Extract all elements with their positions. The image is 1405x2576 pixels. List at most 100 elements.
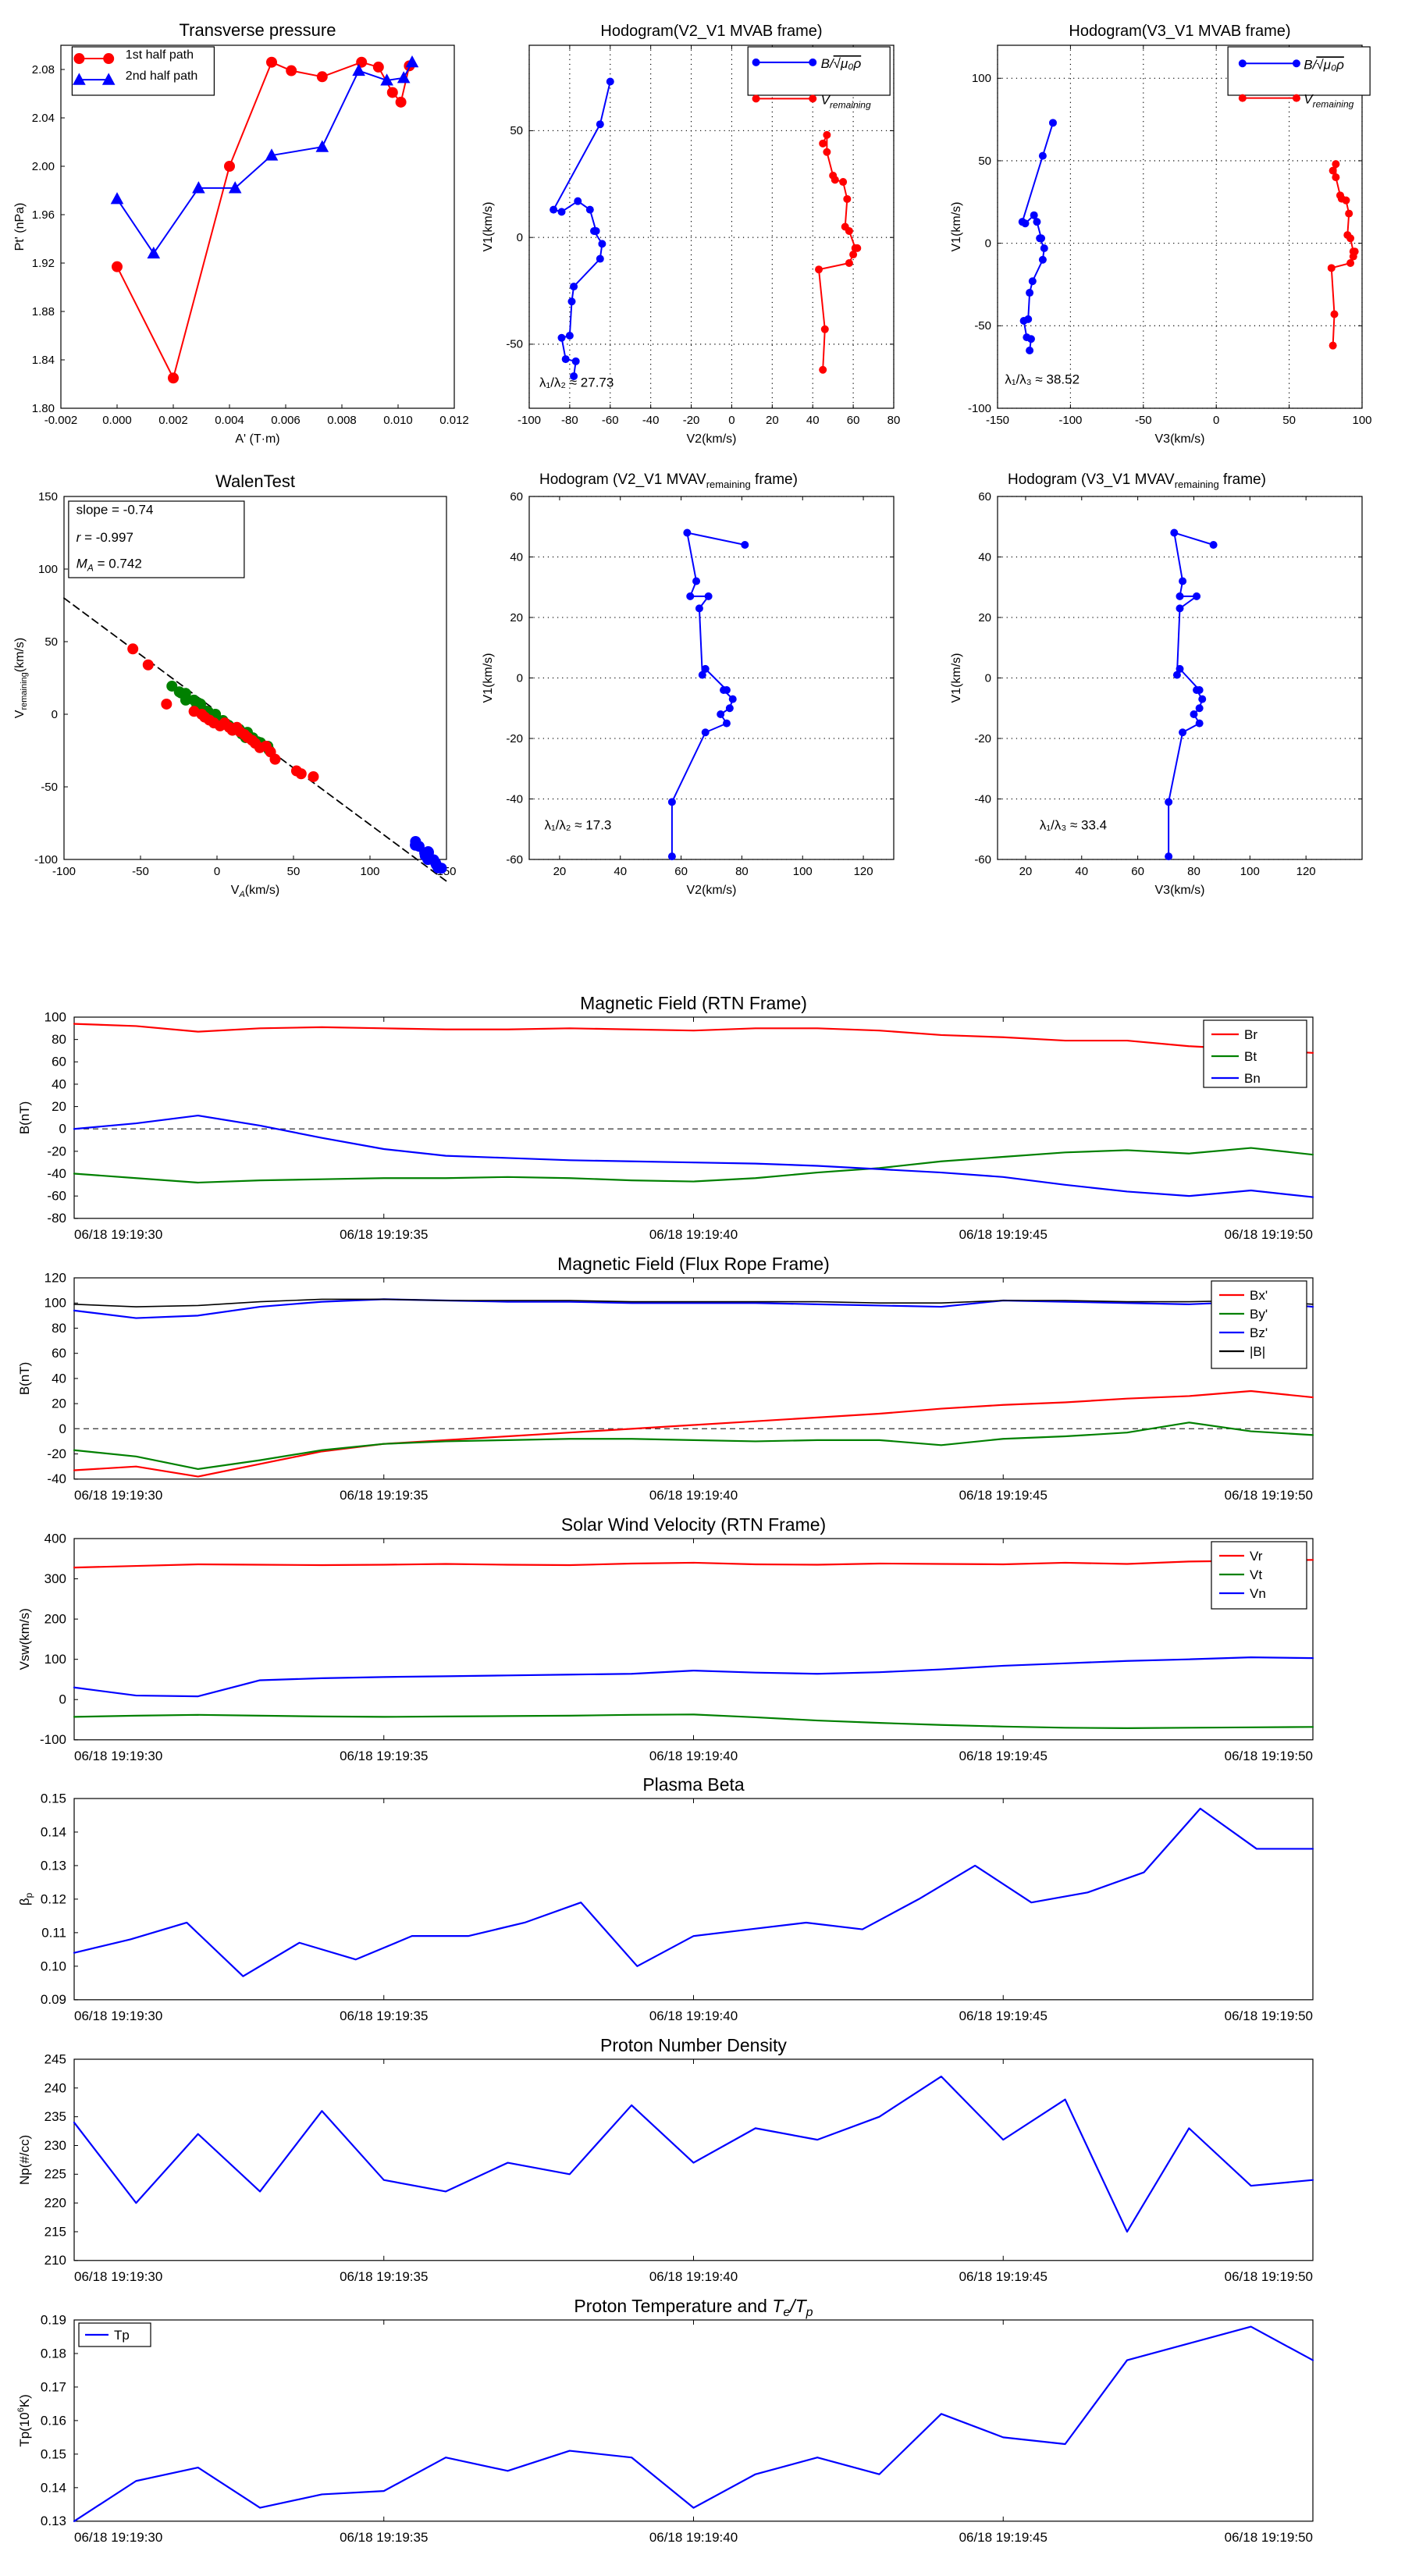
- svg-text:06/18 19:19:35: 06/18 19:19:35: [340, 2269, 428, 2284]
- svg-text:20: 20: [52, 1396, 66, 1411]
- svg-text:0: 0: [59, 1692, 66, 1706]
- svg-text:0: 0: [517, 231, 523, 244]
- svg-text:50: 50: [978, 155, 991, 168]
- svg-text:100: 100: [1240, 865, 1260, 878]
- svg-text:06/18 19:19:50: 06/18 19:19:50: [1225, 2008, 1313, 2023]
- svg-text:-50: -50: [41, 781, 58, 794]
- svg-text:0.16: 0.16: [41, 2413, 66, 2428]
- svg-text:300: 300: [44, 1571, 66, 1586]
- svg-text:235: 235: [44, 2109, 66, 2124]
- svg-text:06/18 19:19:40: 06/18 19:19:40: [649, 1227, 738, 1242]
- svg-text:20: 20: [766, 414, 779, 427]
- svg-text:50: 50: [287, 865, 301, 878]
- svg-text:Br: Br: [1244, 1027, 1257, 1042]
- svg-text:Bn: Bn: [1244, 1071, 1261, 1086]
- svg-text:-40: -40: [47, 1166, 66, 1181]
- svg-text:0.010: 0.010: [383, 414, 413, 427]
- svg-text:0.15: 0.15: [41, 1791, 66, 1806]
- svg-text:0.15: 0.15: [41, 2446, 66, 2461]
- svg-text:06/18 19:19:35: 06/18 19:19:35: [340, 2008, 428, 2023]
- svg-text:-100: -100: [52, 865, 76, 878]
- svg-text:V1(km/s): V1(km/s): [482, 202, 495, 252]
- svg-text:0.012: 0.012: [439, 414, 468, 427]
- svg-text:0.002: 0.002: [158, 414, 188, 427]
- svg-text:40: 40: [52, 1076, 66, 1091]
- svg-text:06/18 19:19:50: 06/18 19:19:50: [1225, 1227, 1313, 1242]
- svg-text:Bx': Bx': [1250, 1288, 1268, 1303]
- svg-text:Vr: Vr: [1250, 1549, 1263, 1564]
- svg-text:40: 40: [978, 550, 991, 564]
- svg-text:0.004: 0.004: [215, 414, 244, 427]
- svg-text:V2(km/s): V2(km/s): [687, 432, 737, 446]
- svg-text:-20: -20: [47, 1446, 66, 1461]
- svg-text:06/18 19:19:30: 06/18 19:19:30: [74, 1488, 162, 1503]
- svg-text:06/18 19:19:35: 06/18 19:19:35: [340, 2530, 428, 2545]
- svg-text:Hodogram (V2_V1 MVAVremaining: Hodogram (V2_V1 MVAVremaining frame): [539, 471, 798, 490]
- svg-text:r = -0.997: r = -0.997: [76, 530, 133, 545]
- svg-text:240: 240: [44, 2080, 66, 2095]
- svg-text:slope = -0.74: slope = -0.74: [76, 502, 154, 517]
- svg-text:80: 80: [52, 1321, 66, 1336]
- svg-text:0: 0: [1213, 414, 1219, 427]
- svg-text:-40: -40: [506, 792, 523, 806]
- svg-text:Pt' (nPa): Pt' (nPa): [13, 203, 27, 251]
- svg-text:0.10: 0.10: [41, 1959, 66, 1974]
- svg-text:V1(km/s): V1(km/s): [950, 202, 963, 252]
- svg-text:0.17: 0.17: [41, 2379, 66, 2394]
- svg-text:100: 100: [44, 1009, 66, 1024]
- svg-text:80: 80: [735, 865, 749, 878]
- svg-text:20: 20: [510, 611, 523, 624]
- svg-text:20: 20: [1019, 865, 1033, 878]
- svg-text:-60: -60: [47, 1189, 66, 1204]
- svg-text:225: 225: [44, 2167, 66, 2182]
- svg-text:06/18 19:19:30: 06/18 19:19:30: [74, 1748, 162, 1763]
- svg-text:0.14: 0.14: [41, 2480, 66, 2495]
- svg-text:120: 120: [854, 865, 873, 878]
- svg-text:60: 60: [52, 1346, 66, 1361]
- svg-text:20: 20: [553, 865, 567, 878]
- svg-text:λ₁/λ₂ ≈ 27.73: λ₁/λ₂ ≈ 27.73: [539, 375, 614, 390]
- svg-text:WalenTest: WalenTest: [215, 471, 295, 491]
- svg-text:λ₁/λ₂ ≈ 17.3: λ₁/λ₂ ≈ 17.3: [544, 817, 611, 832]
- svg-text:40: 40: [52, 1371, 66, 1386]
- svg-text:Vsw(km/s): Vsw(km/s): [17, 1608, 32, 1670]
- svg-text:60: 60: [674, 865, 688, 878]
- svg-text:0.09: 0.09: [41, 1993, 66, 2008]
- svg-text:20: 20: [52, 1099, 66, 1114]
- svg-text:Plasma Beta: Plasma Beta: [642, 1774, 745, 1795]
- svg-text:B/√μ₀ρ: B/√μ₀ρ: [1304, 57, 1344, 72]
- svg-text:2.08: 2.08: [32, 63, 55, 76]
- svg-text:0.000: 0.000: [102, 414, 132, 427]
- svg-text:100: 100: [38, 563, 58, 576]
- svg-text:06/18 19:19:50: 06/18 19:19:50: [1225, 1748, 1313, 1763]
- svg-text:06/18 19:19:50: 06/18 19:19:50: [1225, 1488, 1313, 1503]
- svg-text:1.96: 1.96: [32, 208, 55, 222]
- svg-text:06/18 19:19:30: 06/18 19:19:30: [74, 2008, 162, 2023]
- svg-text:0.19: 0.19: [41, 2312, 66, 2327]
- svg-text:-100: -100: [968, 402, 991, 415]
- svg-text:06/18 19:19:50: 06/18 19:19:50: [1225, 2269, 1313, 2284]
- svg-text:100: 100: [360, 865, 379, 878]
- svg-text:-80: -80: [561, 414, 578, 427]
- svg-text:V3(km/s): V3(km/s): [1155, 884, 1205, 897]
- svg-text:100: 100: [44, 1295, 66, 1310]
- svg-text:60: 60: [510, 490, 523, 503]
- svg-text:2.00: 2.00: [32, 160, 55, 173]
- svg-text:220: 220: [44, 2196, 66, 2211]
- svg-text:Np(#/cc): Np(#/cc): [17, 2135, 32, 2185]
- svg-text:0.14: 0.14: [41, 1825, 66, 1840]
- svg-text:Tp: Tp: [114, 2328, 130, 2343]
- svg-text:Bt: Bt: [1244, 1049, 1257, 1064]
- svg-text:λ₁/λ₃ ≈ 38.52: λ₁/λ₃ ≈ 38.52: [1005, 372, 1080, 386]
- svg-text:-80: -80: [47, 1211, 66, 1226]
- svg-text:1.84: 1.84: [32, 354, 55, 367]
- svg-text:230: 230: [44, 2138, 66, 2153]
- svg-text:0.11: 0.11: [41, 1926, 66, 1941]
- svg-text:1st half path: 1st half path: [126, 48, 194, 62]
- svg-text:Tp(106K): Tp(106K): [16, 2394, 32, 2446]
- svg-text:50: 50: [1282, 414, 1296, 427]
- svg-text:80: 80: [1187, 865, 1200, 878]
- svg-text:60: 60: [978, 490, 991, 503]
- svg-text:245: 245: [44, 2052, 66, 2067]
- svg-text:1.88: 1.88: [32, 305, 55, 318]
